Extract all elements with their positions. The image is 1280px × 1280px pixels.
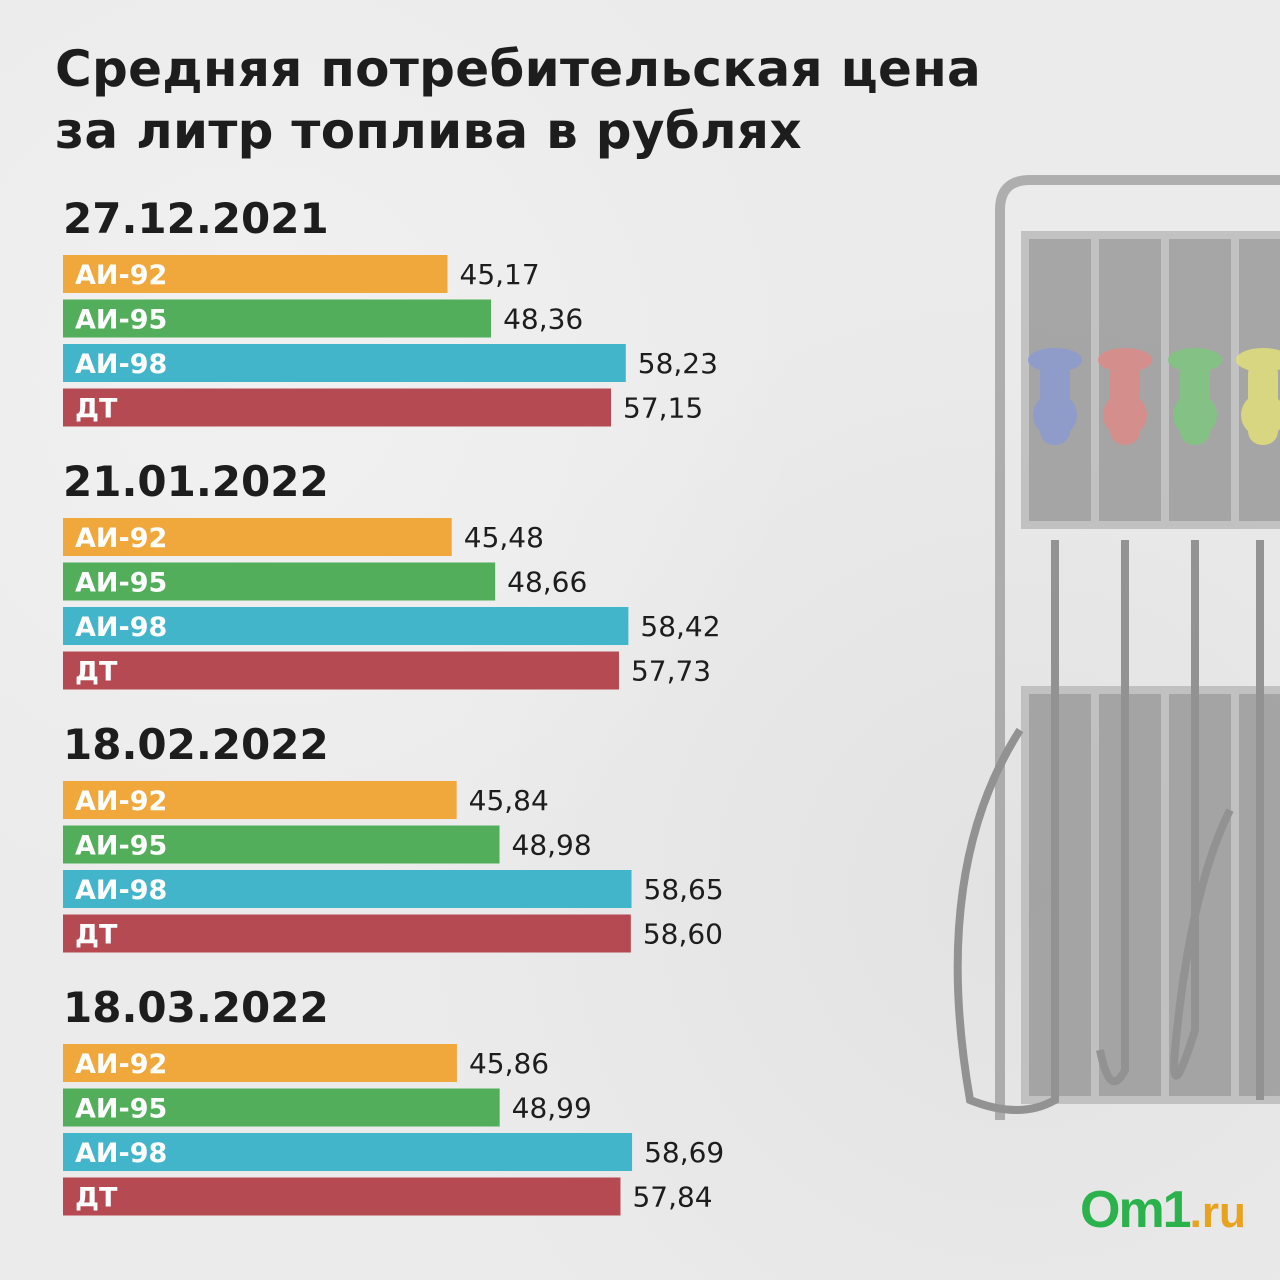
bar-value-label: 58,23 <box>638 347 718 380</box>
bar-ai-98 <box>63 1133 633 1171</box>
group-date-label: 21.01.2022 <box>63 457 329 506</box>
bar-ai-95 <box>63 1088 500 1127</box>
bar-category-label: АИ-95 <box>75 831 167 862</box>
bar-ai-92 <box>63 255 448 293</box>
bar-category-label: АИ-92 <box>75 786 167 817</box>
bar-category-label: АИ-95 <box>75 305 167 336</box>
bar-value-label: 45,48 <box>464 521 544 554</box>
bar-value-label: 48,36 <box>503 303 583 336</box>
bar-category-label: ДТ <box>75 657 118 688</box>
bar-category-label: АИ-92 <box>75 1049 167 1080</box>
bar-value-label: 58,60 <box>643 918 723 951</box>
bar-value-label: 57,73 <box>631 655 711 688</box>
bar-category-label: ДТ <box>75 394 118 425</box>
bar-value-label: 58,42 <box>640 610 720 643</box>
bar-dt <box>63 388 612 427</box>
om1-logo: Om1.ru <box>1080 1180 1246 1240</box>
nozzle-yellow <box>1236 348 1280 445</box>
group-date-label: 18.03.2022 <box>63 983 329 1032</box>
bar-category-label: АИ-92 <box>75 260 167 291</box>
bar-category-label: АИ-98 <box>75 875 167 906</box>
bar-ai-95 <box>63 562 496 601</box>
bar-ai-98 <box>63 870 632 908</box>
bar-value-label: 48,98 <box>512 829 592 862</box>
bar-value-label: 48,99 <box>512 1092 592 1125</box>
bar-category-label: ДТ <box>75 1183 118 1214</box>
title-line-1: Средняя потребительская цена <box>55 40 982 98</box>
nozzle-red <box>1098 348 1152 445</box>
bar-value-label: 48,66 <box>507 566 587 599</box>
logo-suffix: .ru <box>1189 1188 1246 1237</box>
bar-category-label: АИ-95 <box>75 1094 167 1125</box>
bar-category-label: ДТ <box>75 920 118 951</box>
bar-ai-95 <box>63 299 492 338</box>
bar-value-label: 58,65 <box>644 873 724 906</box>
bar-value-label: 45,17 <box>460 258 540 291</box>
fuel-pump-illustration <box>953 175 1280 1120</box>
bar-ai-98 <box>63 344 626 382</box>
bar-dt <box>63 1177 621 1216</box>
bar-category-label: АИ-92 <box>75 523 167 554</box>
bar-ai-95 <box>63 825 500 864</box>
nozzle-blue <box>1028 348 1082 445</box>
chart-title: Средняя потребительская цена за литр топ… <box>55 38 1015 162</box>
bar-value-label: 57,84 <box>632 1181 712 1214</box>
bar-category-label: АИ-98 <box>75 612 167 643</box>
bar-ai-98 <box>63 607 629 645</box>
group-date-label: 18.02.2022 <box>63 720 329 769</box>
logo-main: Om1 <box>1080 1181 1192 1239</box>
bar-value-label: 45,86 <box>469 1047 549 1080</box>
group-date-label: 27.12.2021 <box>63 194 329 243</box>
bar-ai-92 <box>63 1044 457 1082</box>
title-line-2: за литр топлива в рублях <box>55 102 802 160</box>
bar-category-label: АИ-98 <box>75 1138 167 1169</box>
bar-value-label: 57,15 <box>623 392 703 425</box>
bar-dt <box>63 651 619 690</box>
bar-category-label: АИ-95 <box>75 568 167 599</box>
bar-value-label: 45,84 <box>469 784 549 817</box>
bar-category-label: АИ-98 <box>75 349 167 380</box>
bar-ai-92 <box>63 518 452 556</box>
nozzle-green <box>1168 348 1222 445</box>
bar-dt <box>63 914 631 953</box>
bar-ai-92 <box>63 781 457 819</box>
bar-value-label: 58,69 <box>644 1136 724 1169</box>
